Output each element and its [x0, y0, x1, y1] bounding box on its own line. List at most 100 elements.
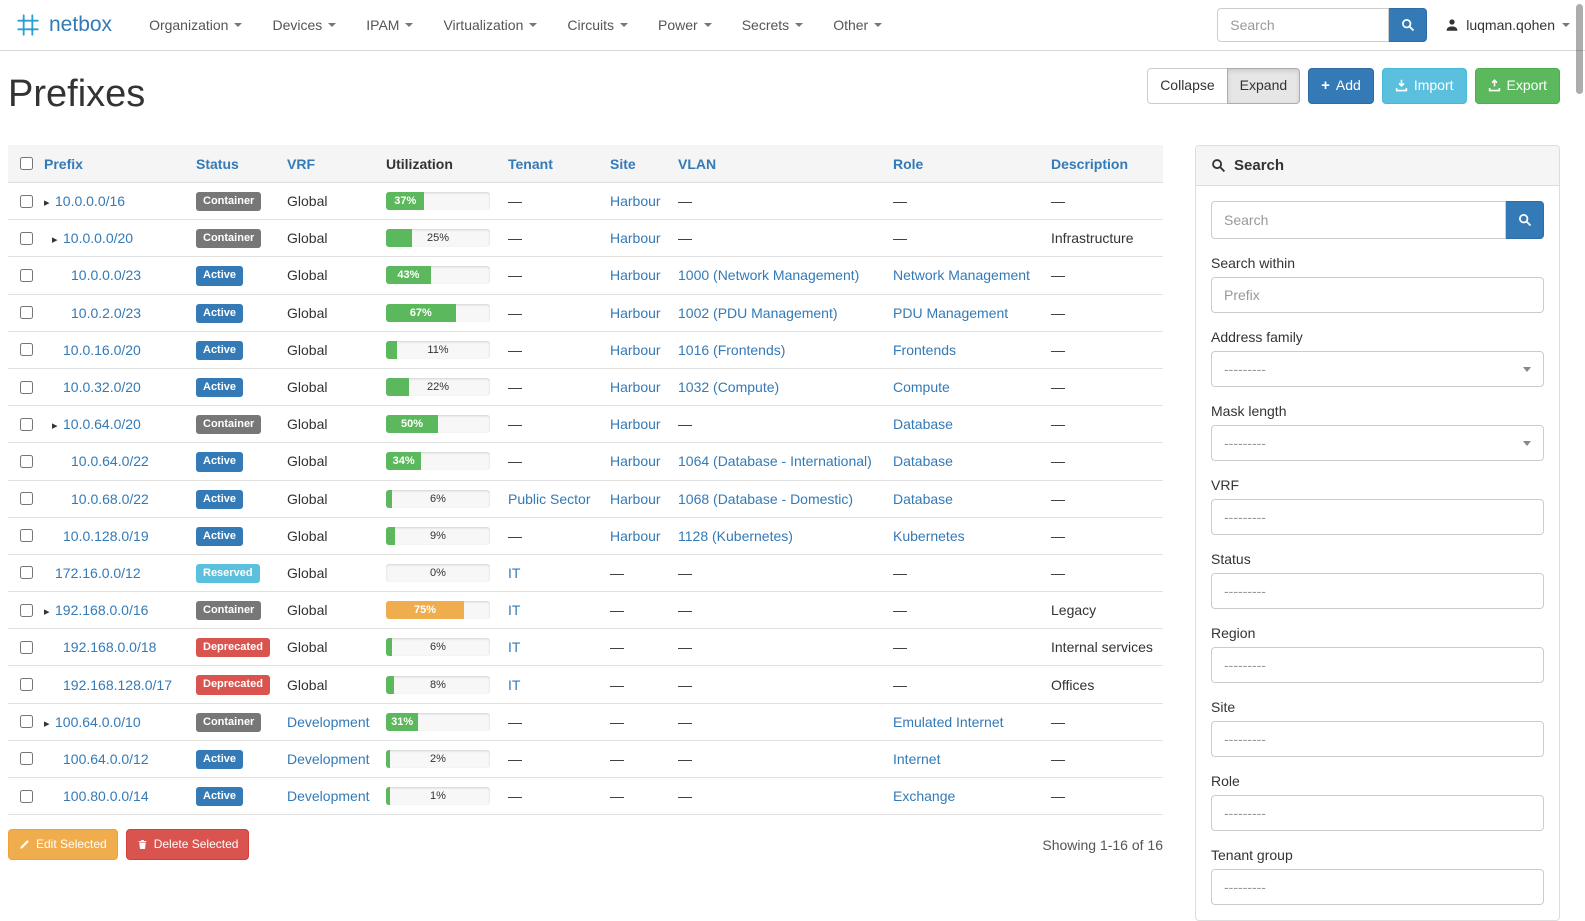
row-checkbox[interactable]: [20, 640, 33, 654]
prefix-link[interactable]: 10.0.0.0/20: [63, 230, 134, 247]
row-checkbox[interactable]: [20, 380, 33, 394]
column-header-status[interactable]: Status: [188, 145, 279, 183]
vlan-link[interactable]: 1032 (Compute): [678, 379, 780, 396]
tenant-link[interactable]: Public Sector: [508, 490, 591, 507]
vlan-link[interactable]: 1016 (Frontends): [678, 341, 786, 358]
vlan-link[interactable]: 1068 (Database - Domestic): [678, 490, 854, 507]
user-menu[interactable]: luqman.qohen: [1445, 17, 1570, 33]
row-checkbox[interactable]: [20, 566, 33, 580]
tenant-link[interactable]: IT: [508, 676, 521, 693]
row-checkbox[interactable]: [20, 268, 33, 282]
prefix-link[interactable]: 192.168.0.0/18: [63, 639, 157, 656]
prefix-link[interactable]: 100.64.0.0/12: [63, 750, 149, 767]
row-checkbox[interactable]: [20, 752, 33, 766]
tenant-link[interactable]: IT: [508, 639, 521, 656]
site-link[interactable]: Harbour: [610, 341, 661, 358]
prefix-link[interactable]: 192.168.0.0/16: [55, 602, 149, 619]
prefix-link[interactable]: 10.0.0.0/23: [71, 267, 142, 284]
role-link[interactable]: Exchange: [893, 788, 956, 805]
add-button[interactable]: + Add: [1308, 68, 1374, 104]
row-checkbox[interactable]: [20, 343, 33, 357]
collapse-button[interactable]: Collapse: [1147, 68, 1228, 104]
search-button[interactable]: [1389, 8, 1428, 42]
role-link[interactable]: Kubernetes: [893, 527, 965, 544]
field-input-status[interactable]: [1211, 573, 1544, 609]
sidebar-search-button[interactable]: [1506, 201, 1544, 239]
vrf-link[interactable]: Development: [287, 750, 370, 767]
prefix-link[interactable]: 10.0.128.0/19: [63, 527, 149, 544]
role-link[interactable]: Compute: [893, 379, 950, 396]
site-link[interactable]: Harbour: [610, 304, 661, 321]
vrf-link[interactable]: Development: [287, 713, 370, 730]
vlan-link[interactable]: 1128 (Kubernetes): [678, 527, 793, 544]
vlan-link[interactable]: 1064 (Database - International): [678, 453, 872, 470]
role-link[interactable]: Internet: [893, 750, 941, 767]
prefix-link[interactable]: 10.0.68.0/22: [71, 490, 149, 507]
site-link[interactable]: Harbour: [610, 230, 661, 247]
nav-menu-secrets[interactable]: Secrets: [727, 0, 818, 50]
select-all-checkbox[interactable]: [20, 157, 33, 170]
row-checkbox[interactable]: [20, 678, 33, 692]
role-link[interactable]: Emulated Internet: [893, 713, 1004, 730]
netbox-logo[interactable]: netbox: [15, 12, 112, 38]
nav-menu-circuits[interactable]: Circuits: [552, 0, 643, 50]
prefix-link[interactable]: 100.64.0.0/10: [55, 713, 141, 730]
field-input-site[interactable]: [1211, 721, 1544, 757]
sidebar-search-input[interactable]: [1211, 201, 1506, 239]
site-link[interactable]: Harbour: [610, 453, 661, 470]
export-button[interactable]: Export: [1474, 68, 1560, 104]
field-select-address-family[interactable]: ---------: [1211, 351, 1544, 387]
vlan-link[interactable]: 1002 (PDU Management): [678, 304, 838, 321]
nav-menu-other[interactable]: Other: [818, 0, 897, 50]
site-link[interactable]: Harbour: [610, 193, 661, 210]
field-select-mask-length[interactable]: ---------: [1211, 425, 1544, 461]
field-input-vrf[interactable]: [1211, 499, 1544, 535]
edit-selected-button[interactable]: Edit Selected: [8, 829, 118, 861]
site-link[interactable]: Harbour: [610, 490, 661, 507]
site-link[interactable]: Harbour: [610, 416, 661, 433]
nav-menu-virtualization[interactable]: Virtualization: [428, 0, 552, 50]
tenant-link[interactable]: IT: [508, 564, 521, 581]
column-header-description[interactable]: Description: [1043, 145, 1163, 183]
column-header-site[interactable]: Site: [602, 145, 670, 183]
role-link[interactable]: PDU Management: [893, 304, 1009, 321]
row-checkbox[interactable]: [20, 306, 33, 320]
expand-button[interactable]: Expand: [1226, 68, 1301, 104]
column-header-vlan[interactable]: VLAN: [670, 145, 885, 183]
nav-menu-organization[interactable]: Organization: [134, 0, 257, 50]
import-button[interactable]: Import: [1381, 68, 1467, 104]
role-link[interactable]: Database: [893, 490, 953, 507]
prefix-link[interactable]: 172.16.0.0/12: [55, 564, 141, 581]
nav-menu-devices[interactable]: Devices: [257, 0, 351, 50]
tenant-link[interactable]: IT: [508, 602, 521, 619]
column-header-tenant[interactable]: Tenant: [500, 145, 602, 183]
site-link[interactable]: Harbour: [610, 267, 661, 284]
nav-menu-ipam[interactable]: IPAM: [351, 0, 428, 50]
row-checkbox[interactable]: [20, 603, 33, 617]
row-checkbox[interactable]: [20, 454, 33, 468]
prefix-link[interactable]: 10.0.0.0/16: [55, 193, 126, 210]
site-link[interactable]: Harbour: [610, 379, 661, 396]
row-checkbox[interactable]: [20, 417, 33, 431]
field-input-role[interactable]: [1211, 795, 1544, 831]
vlan-link[interactable]: 1000 (Network Management): [678, 267, 860, 284]
field-input-region[interactable]: [1211, 647, 1544, 683]
row-checkbox[interactable]: [20, 715, 33, 729]
scrollbar-thumb[interactable]: [1576, 4, 1583, 94]
site-link[interactable]: Harbour: [610, 527, 661, 544]
row-checkbox[interactable]: [20, 194, 33, 208]
prefix-link[interactable]: 10.0.16.0/20: [63, 341, 141, 358]
row-checkbox[interactable]: [20, 492, 33, 506]
role-link[interactable]: Frontends: [893, 341, 957, 358]
column-header-role[interactable]: Role: [885, 145, 1043, 183]
field-input-search-within[interactable]: [1211, 277, 1544, 313]
prefix-link[interactable]: 10.0.32.0/20: [63, 379, 141, 396]
prefix-link[interactable]: 10.0.2.0/23: [71, 304, 142, 321]
role-link[interactable]: Database: [893, 453, 953, 470]
nav-menu-power[interactable]: Power: [643, 0, 727, 50]
prefix-link[interactable]: 10.0.64.0/22: [71, 453, 149, 470]
role-link[interactable]: Database: [893, 416, 953, 433]
row-checkbox[interactable]: [20, 231, 33, 245]
row-checkbox[interactable]: [20, 789, 33, 803]
row-checkbox[interactable]: [20, 529, 33, 543]
